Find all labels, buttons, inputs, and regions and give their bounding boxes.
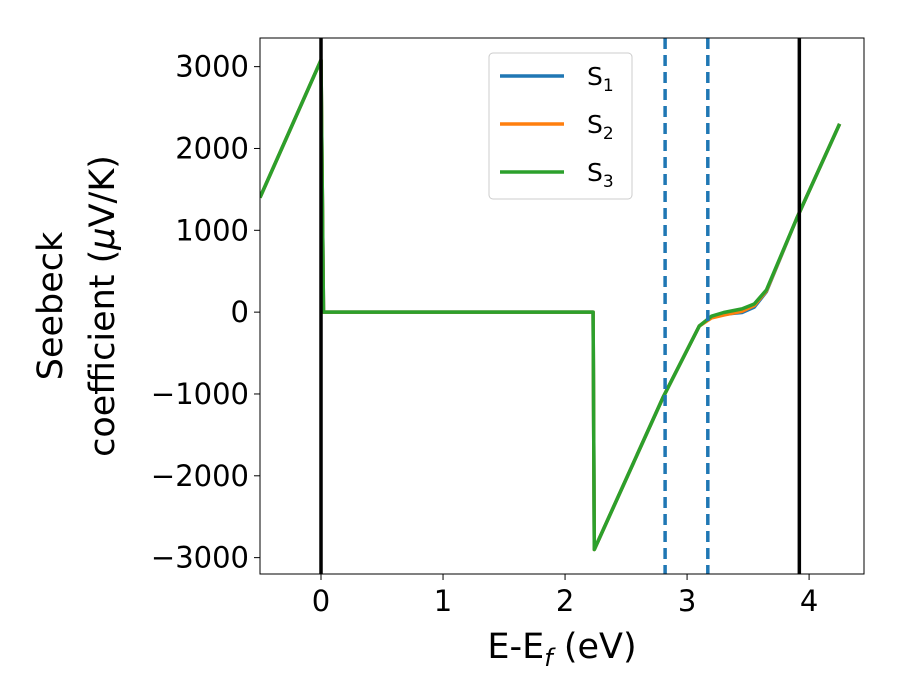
x-tick-label-1: 1 <box>434 584 452 618</box>
y-tick-label--2000: −2000 <box>151 459 249 493</box>
y-tick-label-2000: 2000 <box>175 131 249 165</box>
legend-label-2: S2 <box>587 110 614 144</box>
series-layer <box>260 58 842 552</box>
y-tick-label--1000: −1000 <box>151 377 249 411</box>
y-tick-label-1000: 1000 <box>175 213 249 247</box>
x-axis-label: E-Ef (eV) <box>487 627 636 672</box>
x-tick-label-0: 0 <box>312 584 330 618</box>
x-tick-label-2: 2 <box>556 584 574 618</box>
vline-layer <box>319 38 802 574</box>
y-axis-label-line2: coefficient (μV/K) <box>83 155 123 457</box>
ticks-layer: 0 1 2 3 4 3000 2000 1000 0 −1000 −2000 −3000 <box>151 50 818 618</box>
series-line-3 <box>260 58 842 552</box>
plot-frame <box>259 37 865 575</box>
y-axis-label-line1: Seebeck <box>31 231 71 380</box>
y-tick-label--3000: −3000 <box>151 541 249 575</box>
y-tick-label-3000: 3000 <box>175 50 249 84</box>
y-tick-label-0: 0 <box>231 295 249 329</box>
legend: S1 S2 S3 <box>488 52 633 200</box>
x-tick-label-3: 3 <box>678 584 696 618</box>
legend-label-1: S1 <box>587 62 614 96</box>
x-tick-label-4: 4 <box>800 584 818 618</box>
legend-box <box>488 52 633 200</box>
legend-label-3: S3 <box>587 158 614 192</box>
